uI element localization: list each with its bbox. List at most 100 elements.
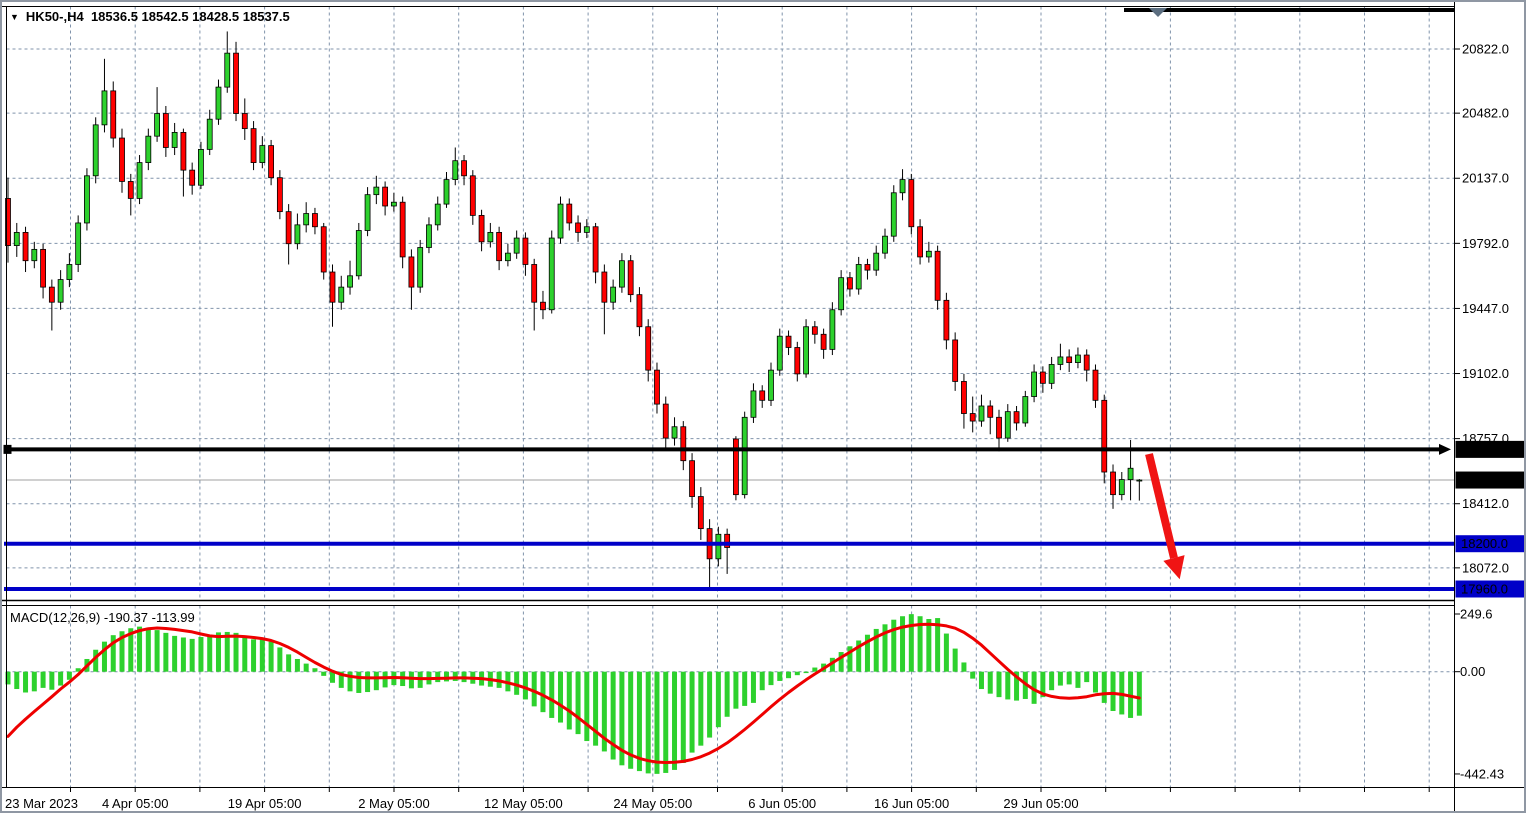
macd-histogram-bar	[321, 671, 327, 676]
macd-histogram-bar	[900, 616, 906, 672]
macd-histogram-bar	[707, 671, 713, 738]
candle-body	[180, 131, 187, 171]
macd-histogram-bar	[768, 671, 774, 686]
macd-histogram-bar	[952, 648, 958, 672]
macd-histogram-bar	[1040, 671, 1046, 698]
level-line-arrow-end[interactable]	[1439, 443, 1451, 455]
time-label: 19 Apr 05:00	[228, 796, 302, 811]
candle-body	[969, 413, 976, 422]
macd-histogram-bar	[49, 671, 55, 690]
macd-histogram-bar	[373, 671, 379, 691]
candle-body	[873, 252, 880, 271]
macd-histogram-bar	[356, 671, 362, 693]
candle-body	[294, 224, 301, 245]
candle-body	[987, 405, 994, 418]
candle-body	[206, 118, 213, 150]
level-line-start-marker[interactable]	[3, 444, 12, 454]
macd-histogram-bar	[163, 632, 169, 672]
candle-body	[776, 335, 783, 371]
macd-histogram-bar	[970, 671, 976, 679]
candle-body	[373, 186, 380, 196]
candle-body	[785, 335, 792, 348]
candle-body	[1057, 356, 1064, 365]
price-badge	[1455, 440, 1524, 458]
candle-body	[1083, 354, 1090, 371]
macd-signal-line	[6, 622, 1141, 764]
macd-indicator-label: MACD(12,26,9) -190.37 -113.99	[10, 610, 195, 625]
macd-histogram-bar	[575, 671, 581, 735]
macd-histogram-bar	[698, 671, 704, 746]
macd-histogram-bar	[23, 671, 29, 693]
candle-body	[145, 135, 152, 163]
macd-histogram-bar	[812, 667, 818, 672]
macd-histogram-bar	[540, 671, 546, 713]
candle-body	[1118, 479, 1125, 496]
top-trendline-segment[interactable]	[1124, 8, 1454, 12]
price-tick-label: 19102.0	[1462, 366, 1509, 381]
candle-body	[1031, 371, 1037, 397]
candle-body	[925, 250, 932, 258]
candle-body	[759, 390, 766, 401]
candle-body	[724, 533, 731, 548]
time-label: 12 May 05:00	[484, 796, 563, 811]
macd-histogram-bar	[101, 641, 107, 672]
macd-histogram-bar	[593, 671, 599, 746]
candle-body	[487, 231, 494, 243]
macd-histogram-bar	[645, 671, 651, 774]
candle-body	[303, 213, 310, 226]
macd-histogram-bar	[856, 640, 862, 672]
price-tick-label: 19447.0	[1462, 301, 1509, 316]
candle-body	[364, 194, 371, 231]
candle-body	[627, 260, 634, 296]
candle-body	[355, 230, 362, 277]
candle-body	[645, 326, 652, 371]
price-tick-label: 20822.0	[1462, 42, 1509, 57]
candle-body	[461, 160, 467, 177]
candle-body	[92, 124, 99, 177]
candle-body	[136, 162, 143, 199]
candle-body	[689, 460, 695, 497]
candle-body	[390, 201, 397, 207]
time-label: 6 Jun 05:00	[748, 796, 816, 811]
candle-body	[320, 226, 327, 273]
candle-body	[399, 201, 406, 258]
red-arrow-shaft[interactable]	[1145, 453, 1178, 559]
candle-body	[329, 271, 336, 303]
candle-body	[811, 326, 818, 335]
macd-histogram-bar	[584, 671, 590, 742]
candle-body	[434, 203, 441, 226]
candle-body	[680, 426, 687, 462]
macd-histogram-bar	[172, 635, 178, 672]
macd-histogram-bar	[14, 671, 20, 690]
candle-body	[1022, 396, 1029, 424]
price-badge-label: 17960.0	[1461, 582, 1508, 597]
candle-body	[276, 177, 283, 213]
candle-body	[829, 309, 836, 350]
macd-histogram-bar	[277, 647, 283, 672]
macd-histogram-bar	[145, 627, 151, 672]
candle-body	[908, 179, 915, 228]
macd-histogram-bar	[268, 641, 274, 672]
symbol-dropdown-icon[interactable]: ▼	[10, 12, 19, 22]
macd-histogram-bar	[566, 671, 572, 730]
macd-histogram-bar	[242, 635, 248, 672]
macd-histogram-bar	[759, 671, 765, 691]
candle-body	[662, 403, 669, 439]
macd-histogram-bar	[1101, 671, 1107, 703]
candle-body	[715, 533, 722, 560]
macd-histogram-bar	[750, 671, 756, 703]
macd-histogram-bar	[312, 668, 318, 672]
candle-body	[408, 256, 415, 288]
macd-histogram-bar	[943, 633, 949, 672]
macd-histogram-bar	[786, 671, 792, 679]
candle-body	[522, 237, 529, 265]
red-arrow-head[interactable]	[1163, 555, 1185, 580]
macd-histogram-bar	[917, 616, 923, 672]
candle-body	[268, 145, 275, 179]
time-label: 23 Mar 2023	[5, 796, 78, 811]
candle-body	[347, 275, 353, 288]
macd-histogram-bar	[514, 671, 520, 695]
macd-histogram-bar	[549, 671, 555, 718]
